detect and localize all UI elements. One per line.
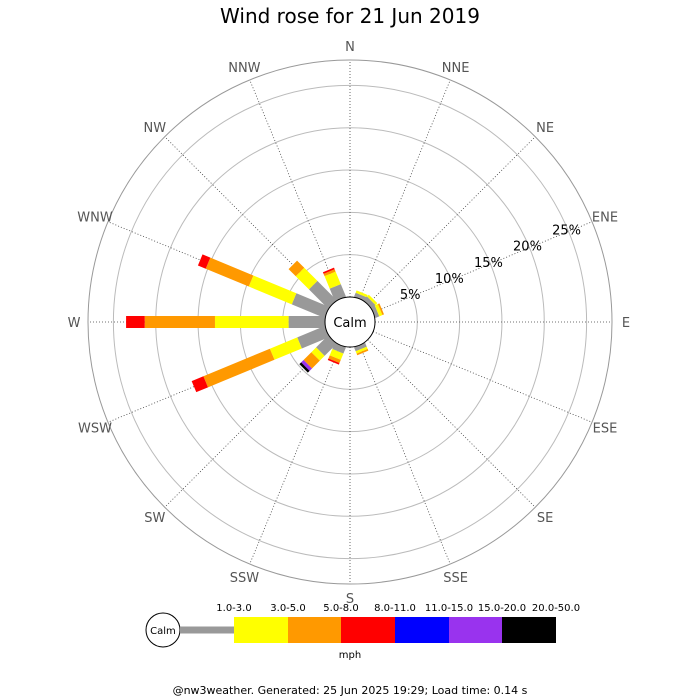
bar-sw-15.0-20.0 [301, 359, 313, 371]
bar-sw-5.0-8.0 [303, 352, 320, 369]
wind-bars [126, 254, 384, 393]
spoke-nne [359, 79, 451, 300]
bar-nw-5.0-8.0 [288, 260, 305, 277]
bar-nne-3.0-5.0 [355, 290, 368, 298]
spoke-ese [372, 331, 593, 423]
legend-swatch-1.0-3.0 [180, 626, 234, 634]
direction-label-wsw: WSW [78, 422, 112, 437]
direction-label-wnw: WNW [77, 210, 113, 225]
bar-wnw-5.0-8.0 [205, 257, 254, 287]
bar-nnw-3.0-5.0 [324, 271, 341, 289]
bar-sse-1.0-3.0 [354, 342, 367, 352]
legend-swatch-15.0-20.0 [449, 617, 502, 643]
bar-ssw-1.0-3.0 [332, 342, 346, 354]
spoke-se [367, 339, 536, 508]
bar-ssw-3.0-5.0 [329, 349, 344, 360]
bar-wsw-1.0-3.0 [297, 326, 330, 349]
direction-labels: N NNE NE ENE E ESE SE SSE S SSW SW WSW W WNW NW NNW [68, 40, 631, 607]
legend-swatch-5.0-8.0 [288, 617, 341, 643]
bar-nnw-5.0-8.0 [323, 269, 336, 277]
calm-circle-group: Calm [324, 296, 376, 348]
direction-label-ne: NE [536, 121, 554, 136]
bar-wnw-1.0-3.0 [291, 293, 330, 318]
legend-label-11.0-15.0: 11.0-15.0 [425, 603, 473, 614]
bar-wsw-5.0-8.0 [203, 348, 275, 388]
bar-nw-1.0-3.0 [308, 280, 337, 309]
direction-label-sse: SSE [443, 571, 468, 586]
bar-wnw-3.0-5.0 [248, 275, 297, 305]
radial-labels: 5% 10% 15% 20% 25% [400, 223, 581, 303]
bar-wsw-3.0-5.0 [269, 337, 302, 360]
spoke-ene [372, 221, 593, 313]
radial-label-20: 20% [513, 240, 542, 255]
legend-swatch-11.0-15.0 [395, 617, 449, 643]
legend-swatch-3.0-5.0 [234, 617, 288, 643]
radial-label-25: 25% [552, 223, 581, 238]
legend-label-3.0-5.0: 3.0-5.0 [270, 603, 305, 614]
grid-circle-5 [112, 84, 588, 560]
bar-nw-3.0-5.0 [295, 267, 318, 290]
legend-label-15.0-20.0: 15.0-20.0 [478, 603, 526, 614]
bar-nne-1.0-3.0 [354, 292, 367, 302]
footer-text: @nw3weather. Generated: 25 Jun 2025 19:2… [172, 684, 528, 697]
bar-ene-3.0-5.0 [374, 303, 383, 317]
calm-circle [324, 296, 376, 348]
direction-label-ene: ENE [592, 210, 618, 225]
direction-label-sw: SW [144, 511, 165, 526]
legend-label-5.0-8.0: 5.0-8.0 [323, 603, 358, 614]
legend-label-8.0-11.0: 8.0-11.0 [374, 603, 416, 614]
direction-label-nw: NW [144, 121, 167, 136]
chart-title: Wind rose for 21 Jun 2019 [220, 4, 480, 28]
legend-calm-label: Calm [150, 626, 176, 637]
spoke-ssw [249, 344, 341, 565]
calm-label: Calm [333, 316, 366, 331]
bar-sw-1.0-3.0 [316, 335, 337, 356]
direction-label-s: S [346, 592, 354, 607]
legend-swatch-8.0-11.0 [341, 617, 395, 643]
spoke-sse [359, 344, 451, 565]
bar-ne-3.0-5.0 [367, 294, 378, 305]
grid-circle-outer [87, 59, 613, 585]
spoke-ne [367, 136, 536, 305]
spoke-nnw [249, 79, 341, 300]
bar-ssw-8.0-11.0 [327, 358, 340, 365]
legend-label-20.0-50.0: 20.0-50.0 [532, 603, 580, 614]
direction-label-nnw: NNW [228, 61, 260, 76]
bar-ene-5.0-8.0 [377, 303, 384, 316]
bar-nnw-8.0-11.0 [322, 267, 335, 274]
direction-label-ssw: SSW [230, 571, 260, 586]
bar-ne-1.0-3.0 [363, 296, 376, 309]
bar-ssw-5.0-8.0 [328, 355, 341, 364]
legend-swatch-20.0-50.0 [502, 617, 556, 643]
radial-label-5: 5% [400, 288, 421, 303]
direction-label-ese: ESE [593, 422, 618, 437]
legend-unit: mph [339, 650, 361, 661]
bar-wnw-8.0-11.0 [197, 254, 211, 269]
bar-sw-20.0-50.0 [299, 362, 310, 373]
direction-label-e: E [622, 316, 630, 331]
bar-ene-1.0-3.0 [370, 305, 380, 318]
bar-sw-3.0-5.0 [311, 347, 325, 361]
radial-label-15: 15% [474, 256, 503, 271]
speed-legend: Calm 1.0-3.0 3.0-5.0 5.0-8.0 8.0-11.0 11.0-15… [145, 603, 580, 661]
radial-label-10: 10% [435, 272, 464, 287]
legend-label-1.0-3.0: 1.0-3.0 [216, 603, 251, 614]
bar-sse-3.0-5.0 [355, 346, 368, 354]
direction-label-nne: NNE [442, 61, 470, 76]
direction-label-se: SE [537, 511, 553, 526]
bar-sse-5.0-8.0 [356, 349, 369, 356]
direction-label-n: N [345, 40, 355, 55]
bar-nnw-1.0-3.0 [329, 284, 346, 302]
direction-label-w: W [68, 316, 81, 331]
bar-wsw-8.0-11.0 [191, 376, 208, 393]
